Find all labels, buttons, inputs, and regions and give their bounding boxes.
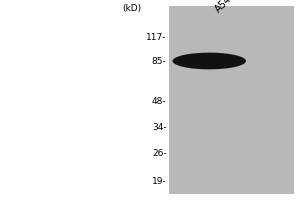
- Text: 26-: 26-: [152, 148, 167, 158]
- Text: (kD): (kD): [122, 4, 141, 14]
- Text: 85-: 85-: [152, 56, 167, 66]
- Text: 117-: 117-: [146, 32, 166, 42]
- Text: A549: A549: [214, 0, 239, 15]
- Text: 19-: 19-: [152, 176, 167, 186]
- Text: 34-: 34-: [152, 122, 167, 132]
- Text: 48-: 48-: [152, 97, 167, 106]
- Ellipse shape: [172, 53, 246, 69]
- Bar: [169, 6, 294, 194]
